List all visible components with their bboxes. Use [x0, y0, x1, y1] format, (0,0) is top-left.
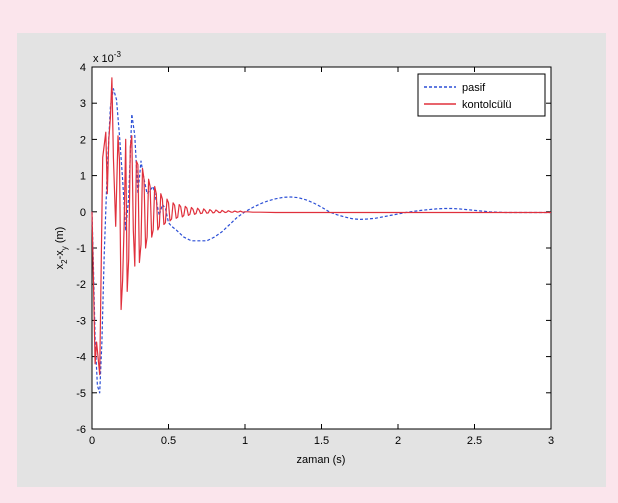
y-tick-label: -2: [76, 279, 86, 291]
figure-panel: 0 0.5 1 1.5 2 2.5 3 -6 -5 -4 -3 -2 -1 0 1 2 3 4 x 10-3 z…: [17, 33, 606, 487]
series-line-kontolculu: [91, 77, 551, 376]
y-axis-title-mid: -x: [54, 250, 66, 260]
y-tick-label: -1: [76, 243, 86, 255]
y-tick-label: 0: [80, 207, 86, 219]
y-axis-title-unit: (m): [54, 227, 66, 247]
y-exponent-base: x 10: [93, 53, 114, 65]
y-tick-label: -5: [76, 388, 86, 400]
plot-area: [91, 66, 552, 430]
x-axis-title: zaman (s): [297, 454, 346, 466]
y-tick-label: 2: [80, 134, 86, 146]
y-exponent-power: -3: [114, 50, 122, 59]
x-tick-labels: 0 0.5 1 1.5 2 2.5 3: [89, 435, 554, 447]
x-tick-label: 0: [89, 435, 95, 447]
legend-box: [417, 73, 546, 117]
y-axis-title: x2-xy (m): [54, 227, 69, 270]
y-tick-label: 3: [80, 98, 86, 110]
y-tick-label: 4: [80, 62, 86, 74]
series-lines: [91, 77, 551, 394]
y-axis-title-main: x: [54, 263, 66, 269]
y-tick-label: -6: [76, 424, 86, 436]
y-tick-label: 1: [80, 171, 86, 183]
y-axis-title-sub2: y: [60, 246, 69, 250]
x-tick-label: 0.5: [161, 435, 176, 447]
legend-label-kontolculu: kontolcülü: [462, 99, 512, 111]
x-tick-label: 1: [242, 435, 248, 447]
x-tick-label: 2: [395, 435, 401, 447]
series-line-pasif: [91, 88, 551, 394]
y-exponent-label: x 10-3: [93, 50, 121, 65]
x-tick-label: 3: [548, 435, 554, 447]
y-tick-label: -3: [76, 315, 86, 327]
y-tick-label: -4: [76, 352, 86, 364]
y-axis-title-sub1: 2: [60, 259, 69, 264]
legend: pasif kontolcülü: [417, 73, 546, 117]
y-tick-labels: -6 -5 -4 -3 -2 -1 0 1 2 3 4: [76, 62, 86, 436]
x-tick-label: 1.5: [314, 435, 329, 447]
legend-label-pasif: pasif: [462, 82, 486, 94]
tick-marks: [91, 66, 552, 430]
x-tick-label: 2.5: [467, 435, 482, 447]
